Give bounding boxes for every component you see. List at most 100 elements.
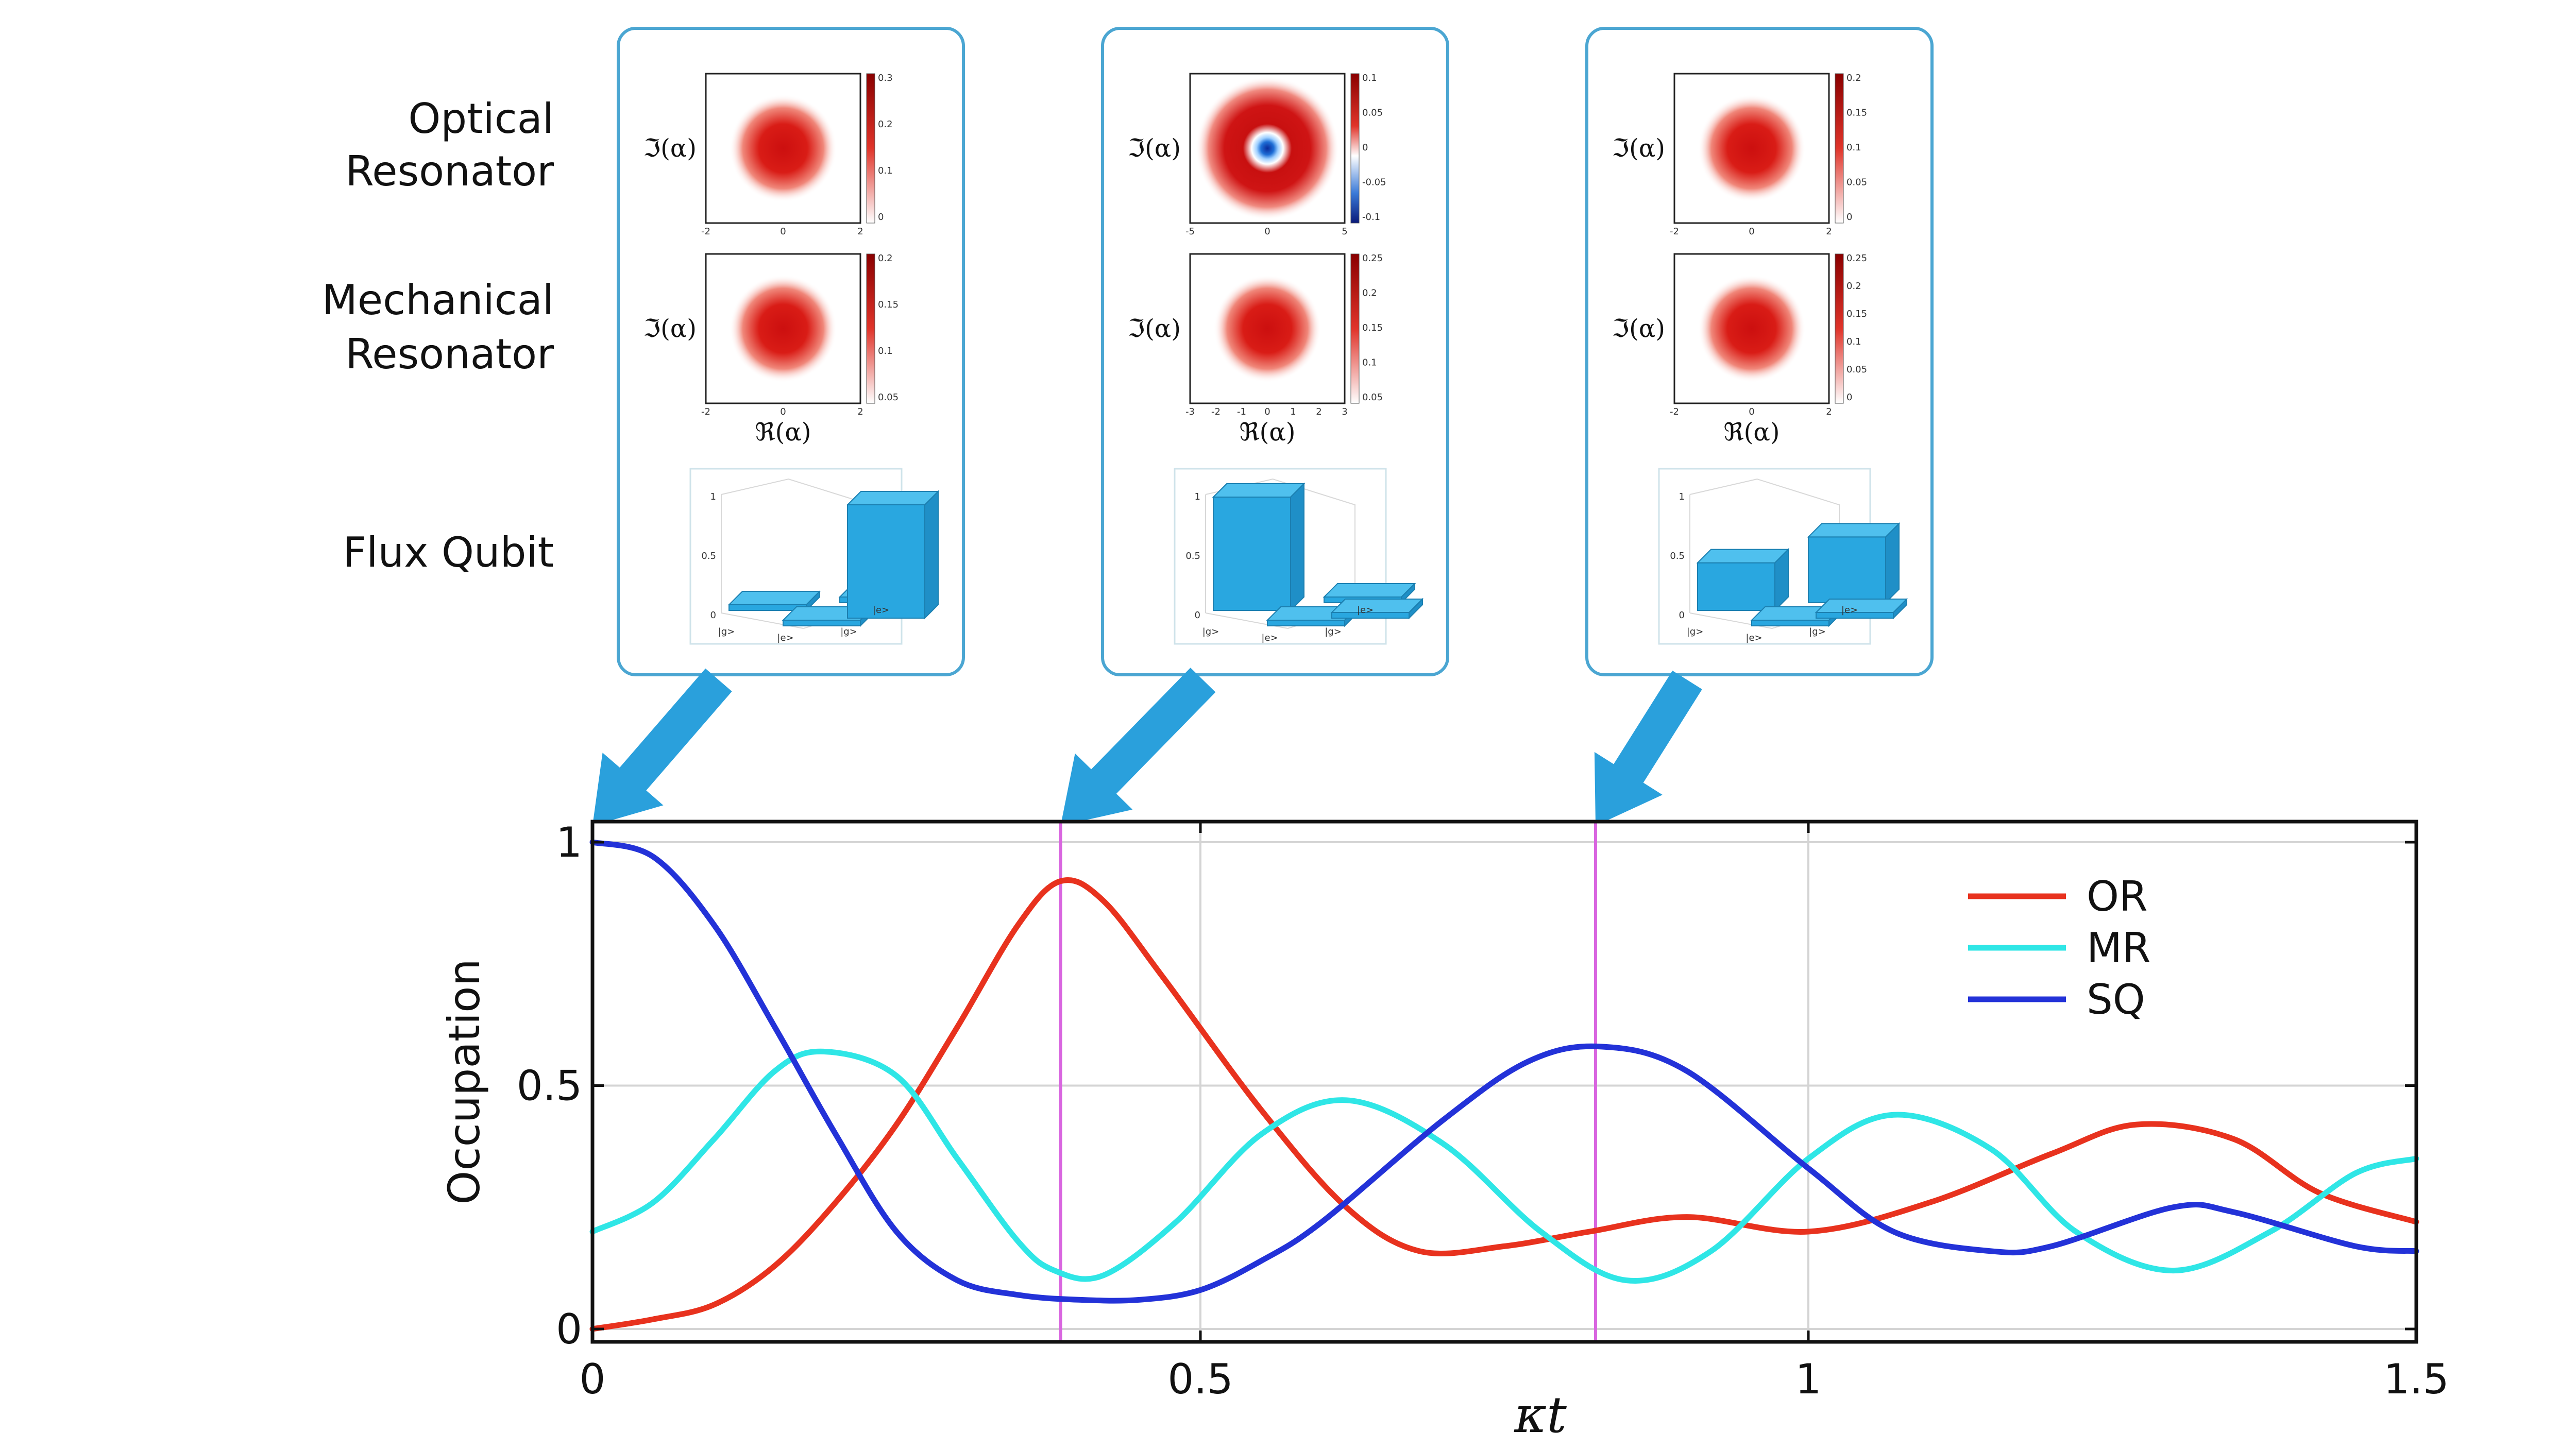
arrow-3 bbox=[1594, 670, 1702, 826]
colorbar-tick: 0 bbox=[1846, 392, 1852, 403]
x-tick-label: 1.5 bbox=[2383, 1355, 2449, 1403]
qubit-grid bbox=[1205, 478, 1355, 629]
qubit-state-label: |e> bbox=[1745, 633, 1762, 643]
y-tick-label: 1 bbox=[556, 819, 582, 866]
colorbar-tick: 0.05 bbox=[1362, 108, 1383, 118]
qubit-bar-top bbox=[727, 591, 821, 605]
qubit-state-label: |e> bbox=[873, 605, 889, 616]
heatmap-x-tick: 2 bbox=[1316, 406, 1321, 417]
qubit-axis-tick: 0.5 bbox=[1670, 551, 1685, 561]
qubit-axis-tick: 0.5 bbox=[1185, 551, 1200, 561]
qubit-state-label: |g> bbox=[718, 626, 735, 637]
qubit-bar-top bbox=[1330, 599, 1424, 613]
qubit-bar bbox=[1267, 620, 1345, 626]
im-axis-label: ℑ(α) bbox=[1612, 314, 1665, 343]
colorbar bbox=[1835, 73, 1844, 224]
qubit-bar-top bbox=[1696, 549, 1790, 564]
qubit-axis-tick: 1 bbox=[1195, 491, 1200, 502]
colorbar-tick: 0.2 bbox=[1846, 73, 1861, 83]
legend-label-mr: MR bbox=[2087, 924, 2151, 972]
qubit-grid bbox=[721, 478, 871, 629]
legend-label-or: OR bbox=[2087, 873, 2148, 920]
wigner-ring bbox=[1195, 76, 1340, 220]
colorbar bbox=[866, 73, 875, 224]
colorbar-tick: 0.25 bbox=[1846, 253, 1867, 264]
legend-label-sq: SQ bbox=[2087, 976, 2145, 1024]
re-axis-label: ℜ(α) bbox=[1724, 418, 1780, 447]
wigner-blob bbox=[1698, 275, 1806, 383]
qubit-axis-tick: 0 bbox=[1679, 610, 1685, 621]
colorbar bbox=[1835, 253, 1844, 404]
colorbar-tick: 0.15 bbox=[1846, 108, 1867, 118]
colorbar-tick: 0.3 bbox=[878, 73, 893, 83]
grid-lines bbox=[592, 822, 2416, 1342]
im-axis-label: ℑ(α) bbox=[643, 134, 697, 163]
qubit-axis-tick: 1 bbox=[710, 491, 716, 502]
heatmap-x-tick: 0 bbox=[1264, 406, 1270, 417]
qubit-axis-tick: 1 bbox=[1679, 491, 1685, 502]
arrow-2 bbox=[1060, 668, 1216, 826]
heatmap-x-tick: 2 bbox=[1826, 406, 1832, 417]
qubit-bar-top bbox=[846, 491, 940, 505]
im-axis-label: ℑ(α) bbox=[643, 314, 697, 343]
label-optical-line2: Resonator bbox=[345, 147, 554, 195]
heatmap-x-tick: 5 bbox=[1342, 226, 1347, 237]
colorbar-tick: 0 bbox=[1362, 142, 1368, 153]
colorbar-tick: 0.2 bbox=[1846, 281, 1861, 292]
heatmap-x-tick: 1 bbox=[1290, 406, 1296, 417]
re-axis-label: ℜ(α) bbox=[1240, 418, 1296, 447]
colorbar-tick: 0.2 bbox=[878, 253, 893, 264]
qubit-axis-tick: 0.5 bbox=[701, 551, 716, 561]
im-axis-label: ℑ(α) bbox=[1128, 134, 1181, 163]
y-tick-label: 0.5 bbox=[517, 1062, 582, 1110]
heatmap-x-tick: -5 bbox=[1185, 226, 1195, 237]
qubit-axis-tick: 0 bbox=[1195, 610, 1200, 621]
x-tick-label: 0.5 bbox=[1167, 1355, 1233, 1403]
label-flux-qubit: Flux Qubit bbox=[343, 529, 554, 576]
heatmap-x-tick: -2 bbox=[701, 226, 710, 237]
wigner-blob bbox=[1698, 94, 1806, 202]
qubit-state-label: |g> bbox=[840, 626, 857, 637]
heatmap-x-tick: 0 bbox=[780, 226, 786, 237]
colorbar-tick: -0.1 bbox=[1362, 212, 1380, 223]
x-axis-label: κt bbox=[1514, 1386, 1567, 1444]
qubit-bar bbox=[1751, 620, 1829, 626]
arrows bbox=[592, 668, 1702, 826]
qubit-state-label: |e> bbox=[777, 633, 793, 643]
heatmap-x-tick: 0 bbox=[1749, 226, 1754, 237]
qubit-bar-side bbox=[1774, 548, 1789, 612]
qubit-bar-top bbox=[1212, 483, 1306, 498]
colorbar-tick: 0.15 bbox=[1846, 309, 1867, 319]
heatmap-x-tick: 0 bbox=[1264, 226, 1270, 237]
panel-3: 0.2 0.15 0.1 0.05 0 -2 0 2 ℑ(α) 0.25 0.2 0.15 0.1 0.0… bbox=[1585, 27, 1934, 676]
qubit-bar bbox=[1808, 536, 1886, 604]
wigner-blob bbox=[729, 94, 837, 202]
heatmap-x-tick: 0 bbox=[780, 406, 786, 417]
qubit-grid bbox=[1689, 478, 1840, 629]
heatmap-x-tick: 2 bbox=[857, 406, 863, 417]
qubit-state-label: |e> bbox=[1261, 633, 1278, 643]
heatmap-x-tick: 3 bbox=[1342, 406, 1347, 417]
colorbar bbox=[1350, 73, 1360, 224]
heatmap-x-tick: 2 bbox=[857, 226, 863, 237]
colorbar-tick: 0.05 bbox=[1846, 177, 1867, 188]
qubit-bar-side bbox=[924, 490, 939, 620]
colorbar-tick: 0.2 bbox=[1362, 288, 1377, 299]
time-markers bbox=[1059, 822, 1597, 1342]
qubit-state-label: |g> bbox=[1202, 626, 1219, 637]
plot-frame bbox=[590, 820, 2418, 1344]
im-axis-label: ℑ(α) bbox=[1128, 314, 1181, 343]
qubit-bar-side bbox=[1893, 598, 1907, 620]
colorbar-tick: 0.1 bbox=[1362, 73, 1377, 83]
colorbar-tick: 0.1 bbox=[1846, 142, 1861, 153]
im-axis-label: ℑ(α) bbox=[1612, 134, 1665, 163]
colorbar-tick: 0 bbox=[1846, 212, 1852, 223]
qubit-bar-top bbox=[1323, 583, 1416, 598]
qubit-axis-tick: 0 bbox=[710, 610, 716, 621]
wigner-blob bbox=[1213, 275, 1321, 383]
qubit-bar bbox=[1213, 497, 1291, 611]
colorbar bbox=[866, 253, 875, 404]
